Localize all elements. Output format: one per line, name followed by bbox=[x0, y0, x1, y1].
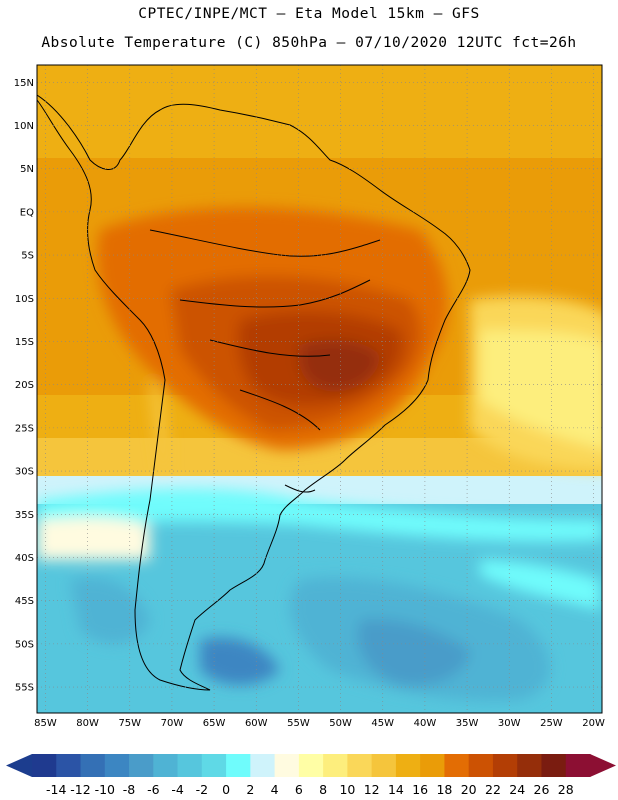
lon-tick-label: 60W bbox=[245, 718, 268, 729]
colorbar-cell bbox=[80, 754, 106, 777]
lon-tick-label: 25W bbox=[540, 718, 563, 729]
colorbar-cell bbox=[129, 754, 154, 777]
colorbar-cell bbox=[32, 754, 57, 777]
lat-tick-label: 10S bbox=[15, 294, 34, 305]
lon-tick-label: 45W bbox=[371, 718, 394, 729]
map-frame bbox=[36, 64, 603, 714]
graticule bbox=[37, 65, 602, 713]
colorbar-cell bbox=[371, 754, 397, 777]
lat-tick-label: 50S bbox=[15, 639, 34, 650]
lat-tick-label: 35S bbox=[15, 510, 34, 521]
lon-tick-label: 35W bbox=[456, 718, 479, 729]
lon-tick-label: 30W bbox=[498, 718, 521, 729]
lat-tick-label: 40S bbox=[15, 553, 34, 564]
lat-tick-label: 15S bbox=[15, 337, 34, 348]
colorbar-cell bbox=[444, 754, 470, 777]
lat-tick-label: 5N bbox=[20, 164, 34, 175]
colorbar-under-arrow bbox=[6, 754, 32, 777]
colorbar-cell bbox=[153, 754, 179, 777]
colorbar-cell bbox=[492, 754, 518, 777]
colorbar-label: -2 bbox=[196, 782, 208, 797]
colorbar-cell bbox=[56, 754, 82, 777]
colorbar-label: -10 bbox=[95, 782, 115, 797]
colorbar-label: 24 bbox=[509, 782, 525, 797]
colorbar-label: 12 bbox=[364, 782, 380, 797]
lat-tick-label: 45S bbox=[15, 596, 34, 607]
colorbar-label: 16 bbox=[412, 782, 428, 797]
colorbar-label: 10 bbox=[339, 782, 355, 797]
colorbar-cell bbox=[274, 754, 300, 777]
colorbar-label: -4 bbox=[171, 782, 184, 797]
colorbar-label: -14 bbox=[46, 782, 66, 797]
colorbar-cells bbox=[6, 754, 616, 777]
lat-tick-label: 55S bbox=[15, 683, 34, 694]
colorbar-cell bbox=[177, 754, 203, 777]
lat-tick-label: 15N bbox=[14, 78, 34, 89]
lon-tick-label: 65W bbox=[203, 718, 226, 729]
colorbar-label: 26 bbox=[534, 782, 550, 797]
colorbar-cell bbox=[395, 754, 421, 777]
lon-tick-label: 40W bbox=[414, 718, 437, 729]
colorbar: -14 -12 -10 -8 -6 -4 -2 0 2 4 6 8 10 12 14 16 18 20 22 24 26… bbox=[6, 754, 616, 797]
lat-tick-label: 20S bbox=[15, 380, 34, 391]
colorbar-label: 2 bbox=[246, 782, 254, 797]
lat-tick-label: 10N bbox=[14, 121, 34, 132]
colorbar-cell bbox=[201, 754, 227, 777]
colorbar-label: 6 bbox=[295, 782, 303, 797]
title-line-1: CPTEC/INPE/MCT – Eta Model 15km – GFS bbox=[138, 6, 480, 22]
colorbar-cell bbox=[250, 754, 276, 777]
lat-tick-label: EQ bbox=[20, 207, 34, 218]
lat-tick-label: 5S bbox=[21, 251, 34, 262]
temperature-map: 15N 10N 5N EQ 5S 10S 15S 20S 25S 30S 35S 40S 45S 50S 5… bbox=[14, 64, 605, 729]
latitude-labels: 15N 10N 5N EQ 5S 10S 15S 20S 25S 30S 35S 40S 45S 50S 5… bbox=[14, 78, 34, 694]
colorbar-cell bbox=[468, 754, 494, 777]
colorbar-cell bbox=[541, 754, 567, 777]
lon-tick-label: 70W bbox=[161, 718, 184, 729]
lat-tick-label: 30S bbox=[15, 467, 34, 478]
lon-tick-label: 50W bbox=[329, 718, 352, 729]
colorbar-cell bbox=[104, 754, 130, 777]
colorbar-label: -6 bbox=[147, 782, 160, 797]
colorbar-label: 20 bbox=[461, 782, 477, 797]
colorbar-over-arrow bbox=[590, 754, 616, 777]
colorbar-label: 4 bbox=[271, 782, 279, 797]
colorbar-label: -12 bbox=[70, 782, 90, 797]
colorbar-label: -8 bbox=[123, 782, 136, 797]
colorbar-label: 28 bbox=[558, 782, 574, 797]
colorbar-cell bbox=[298, 754, 324, 777]
longitude-labels: 85W 80W 75W 70W 65W 60W 55W 50W 45W 40W 35W 30W 25W 2… bbox=[34, 718, 605, 729]
lon-tick-label: 85W bbox=[34, 718, 57, 729]
colorbar-cell bbox=[420, 754, 445, 777]
colorbar-label: 18 bbox=[436, 782, 452, 797]
lon-tick-label: 20W bbox=[582, 718, 605, 729]
lat-tick-label: 25S bbox=[15, 423, 34, 434]
colorbar-cell bbox=[565, 754, 591, 777]
lon-tick-label: 55W bbox=[287, 718, 310, 729]
temperature-field bbox=[37, 65, 602, 713]
title-line-2: Absolute Temperature (C) 850hPa – 07/10/… bbox=[41, 35, 577, 51]
colorbar-cell bbox=[517, 754, 542, 777]
lon-tick-label: 80W bbox=[76, 718, 99, 729]
colorbar-cell bbox=[226, 754, 251, 777]
coastlines bbox=[37, 94, 471, 691]
colorbar-cell bbox=[347, 754, 373, 777]
colorbar-label: 22 bbox=[485, 782, 501, 797]
lon-tick-label: 75W bbox=[118, 718, 141, 729]
colorbar-cell bbox=[323, 754, 348, 777]
colorbar-labels: -14 -12 -10 -8 -6 -4 -2 0 2 4 6 8 10 12 14 16 18 20 22 24 26… bbox=[46, 782, 574, 797]
colorbar-label: 14 bbox=[388, 782, 404, 797]
colorbar-label: 0 bbox=[222, 782, 230, 797]
colorbar-label: 8 bbox=[319, 782, 327, 797]
